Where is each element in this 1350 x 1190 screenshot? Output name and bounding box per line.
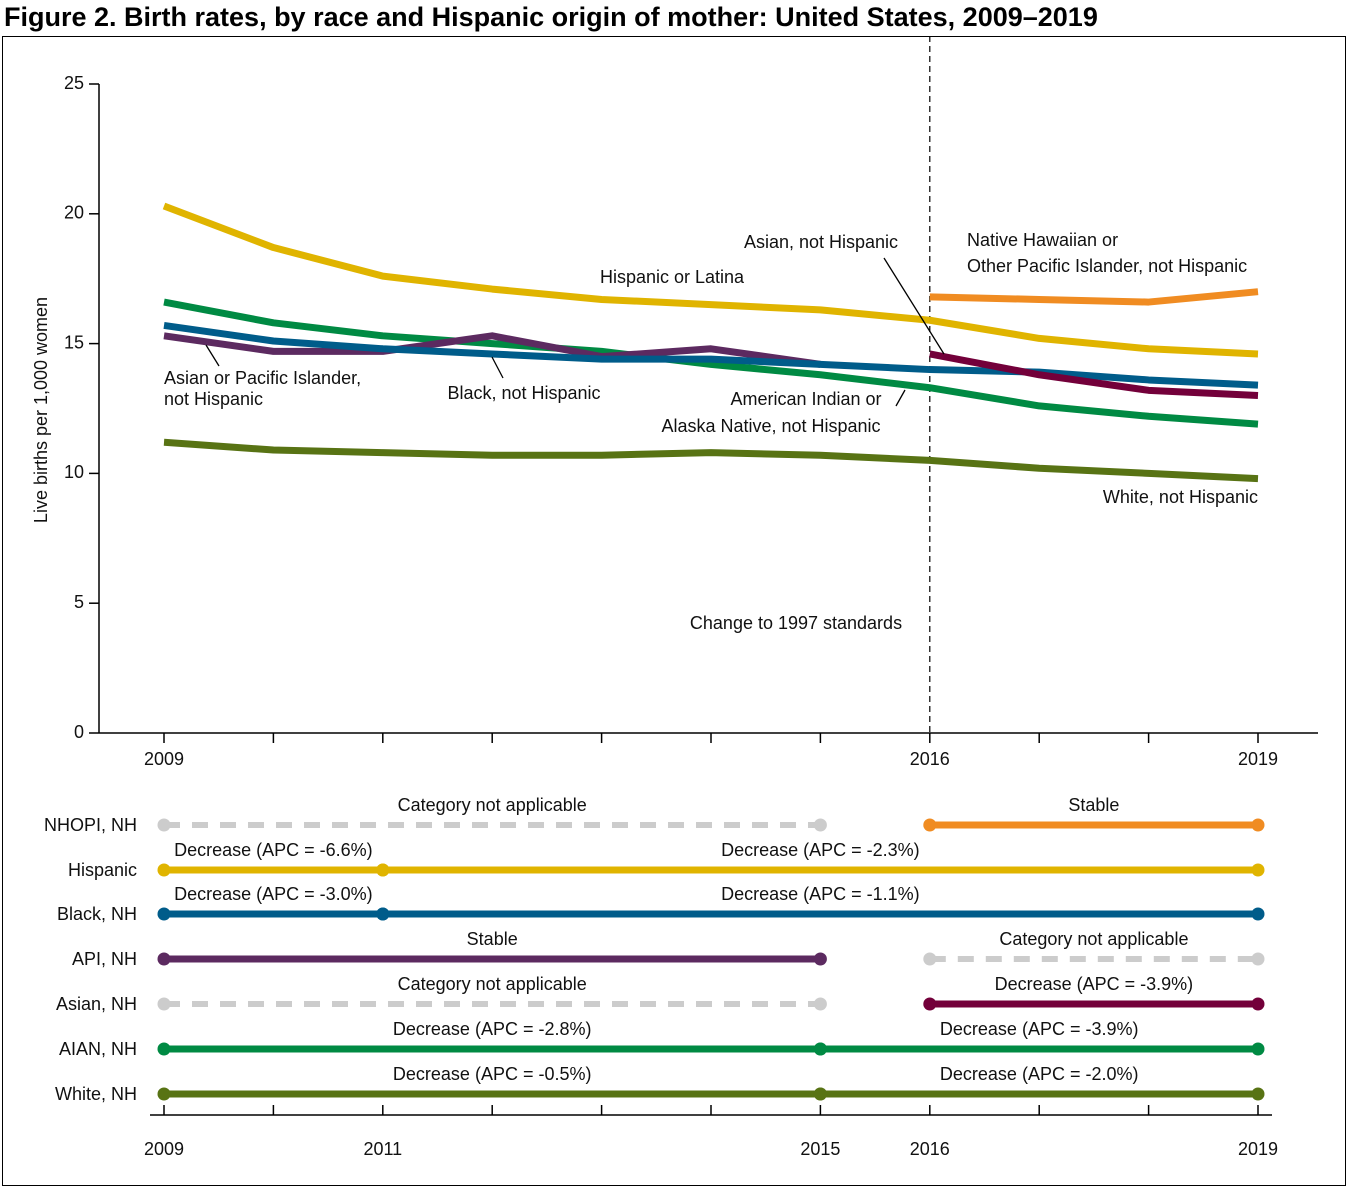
trend-joinpoint	[813, 952, 827, 966]
figure-title: Figure 2. Birth rates, by race and Hispa…	[4, 2, 1098, 32]
trend-joinpoint	[157, 952, 171, 966]
trend-joinpoint	[157, 907, 171, 921]
trend-joinpoint	[157, 818, 171, 832]
label-leader-line	[491, 356, 504, 379]
trend-joinpoint	[157, 863, 171, 877]
x-tick-label: 2019	[1238, 749, 1278, 769]
trend-x-tick-label: 2019	[1238, 1139, 1278, 1159]
series-label-aian: Alaska Native, not Hispanic	[661, 416, 880, 436]
trend-joinpoint	[1251, 1087, 1265, 1101]
trend-joinpoint	[1251, 818, 1265, 832]
y-tick-label: 5	[74, 592, 84, 612]
trend-segment-label: Decrease (APC = -1.1%)	[721, 884, 920, 904]
trend-joinpoint	[157, 1087, 171, 1101]
trend-joinpoint	[923, 952, 937, 966]
series-label-api: Asian or Pacific Islander,	[164, 368, 361, 388]
trend-row-label: API, NH	[72, 949, 137, 969]
y-tick-label: 10	[64, 462, 84, 482]
x-tick-label: 2009	[144, 749, 184, 769]
label-leader-line	[883, 257, 945, 355]
trend-segment-label: Category not applicable	[398, 974, 587, 994]
label-leader-line	[895, 389, 906, 407]
trend-joinpoint	[1251, 907, 1265, 921]
x-tick-label: 2016	[910, 749, 950, 769]
trend-row-label: Black, NH	[57, 904, 137, 924]
trend-segment-label: Decrease (APC = -3.9%)	[995, 974, 1194, 994]
series-label-hispanic: Hispanic or Latina	[600, 267, 745, 287]
figure-frame	[2, 36, 1346, 1186]
y-axis-label: Live births per 1,000 women	[31, 297, 51, 523]
trend-x-tick-label: 2011	[363, 1139, 402, 1159]
trend-joinpoint	[1251, 997, 1265, 1011]
series-line-aian	[163, 298, 1259, 428]
trend-segment-label: Category not applicable	[398, 795, 587, 815]
series-label-api: not Hispanic	[164, 389, 263, 409]
trend-row-label: Hispanic	[68, 860, 137, 880]
label-leader-line	[205, 344, 220, 367]
trend-row-label: AIAN, NH	[59, 1039, 137, 1059]
trend-segment-label: Decrease (APC = -2.0%)	[940, 1064, 1139, 1084]
trend-segment-label: Decrease (APC = -3.9%)	[940, 1019, 1139, 1039]
y-tick-label: 20	[64, 203, 84, 223]
trend-segment-label: Stable	[1068, 795, 1119, 815]
trend-row-label: NHOPI, NH	[44, 815, 137, 835]
series-line-api	[163, 332, 821, 368]
y-tick-label: 25	[64, 73, 84, 93]
trend-joinpoint	[157, 1042, 171, 1056]
trend-x-tick-label: 2016	[910, 1139, 950, 1159]
trend-segment-label: Decrease (APC = -6.6%)	[174, 840, 373, 860]
series-label-aian: American Indian or	[730, 389, 881, 409]
trend-joinpoint	[376, 863, 390, 877]
trend-joinpoint	[1251, 1042, 1265, 1056]
trend-x-tick-label: 2009	[144, 1139, 184, 1159]
trend-joinpoint	[1251, 952, 1265, 966]
trend-row-label: Asian, NH	[56, 994, 137, 1014]
series-label-black: Black, not Hispanic	[447, 383, 600, 403]
trend-joinpoint	[813, 997, 827, 1011]
trend-row-label: White, NH	[55, 1084, 137, 1104]
trend-joinpoint	[813, 1087, 827, 1101]
trend-segment-label: Decrease (APC = -2.3%)	[721, 840, 920, 860]
series-line-black	[163, 321, 1259, 389]
series-line-asian	[929, 350, 1259, 400]
trend-segment-label: Decrease (APC = -0.5%)	[393, 1064, 592, 1084]
series-label-white: White, not Hispanic	[1103, 487, 1258, 507]
trend-segment-label: Decrease (APC = -2.8%)	[393, 1019, 592, 1039]
series-label-asian: Asian, not Hispanic	[744, 232, 898, 252]
y-tick-label: 15	[64, 332, 84, 352]
trend-joinpoint	[1251, 863, 1265, 877]
series-line-hispanic	[162, 202, 1259, 358]
trend-segment-label: Category not applicable	[999, 929, 1188, 949]
series-line-nhopi	[929, 288, 1259, 306]
trend-segment-label: Decrease (APC = -3.0%)	[174, 884, 373, 904]
series-label-nhopi: Native Hawaiian or	[967, 230, 1118, 250]
trend-segment-label: Stable	[467, 929, 518, 949]
trend-joinpoint	[923, 818, 937, 832]
series-label-nhopi: Other Pacific Islander, not Hispanic	[967, 256, 1247, 276]
trend-joinpoint	[813, 1042, 827, 1056]
standards-change-label: Change to 1997 standards	[690, 613, 902, 633]
trend-joinpoint	[376, 907, 390, 921]
y-tick-label: 0	[74, 722, 84, 742]
series-line-white	[163, 438, 1259, 483]
trend-joinpoint	[157, 997, 171, 1011]
trend-x-tick-label: 2015	[800, 1139, 840, 1159]
trend-joinpoint	[923, 997, 937, 1011]
trend-joinpoint	[813, 818, 827, 832]
